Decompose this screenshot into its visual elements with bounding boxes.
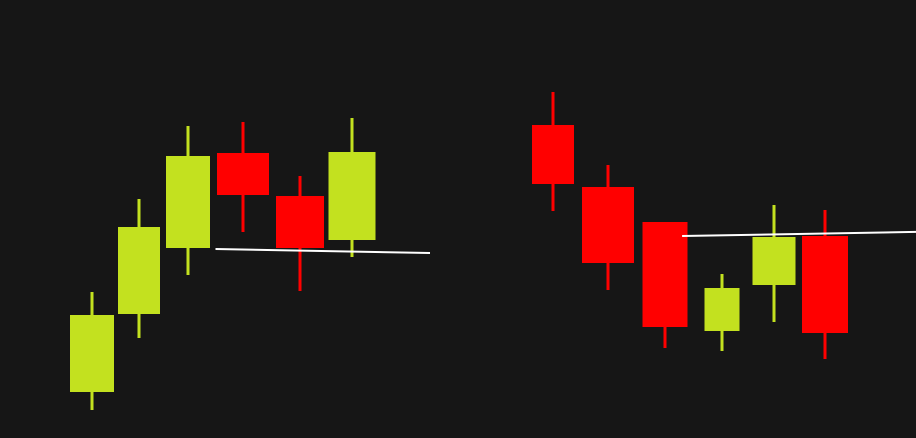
candle-body: [752, 237, 796, 285]
candle-1-6: [328, 118, 376, 257]
candle-1-2: [118, 199, 160, 338]
candle-body: [217, 153, 269, 195]
candle-1-1: [70, 292, 114, 410]
candle-2-4: [704, 274, 740, 351]
candle-body: [328, 152, 376, 240]
candle-body: [532, 125, 574, 184]
trendline: [682, 230, 916, 237]
candle-2-1: [532, 92, 574, 211]
candle-body: [642, 222, 688, 327]
candle-1-5: [276, 176, 324, 291]
candle-1-4: [217, 122, 269, 232]
candle-body: [70, 315, 114, 392]
chart-2: [532, 92, 916, 359]
candle-body: [582, 187, 634, 263]
candle-body: [276, 196, 324, 248]
candle-body: [166, 156, 210, 248]
chart-1: [70, 118, 431, 410]
candle-1-3: [166, 126, 210, 275]
candle-body: [704, 288, 740, 331]
candle-2-3: [642, 222, 688, 348]
candle-body: [118, 227, 160, 314]
candle-body: [802, 236, 848, 333]
candle-2-2: [582, 165, 634, 290]
candle-2-5: [752, 205, 796, 322]
trendline: [215, 248, 431, 254]
candle-2-6: [802, 210, 848, 359]
